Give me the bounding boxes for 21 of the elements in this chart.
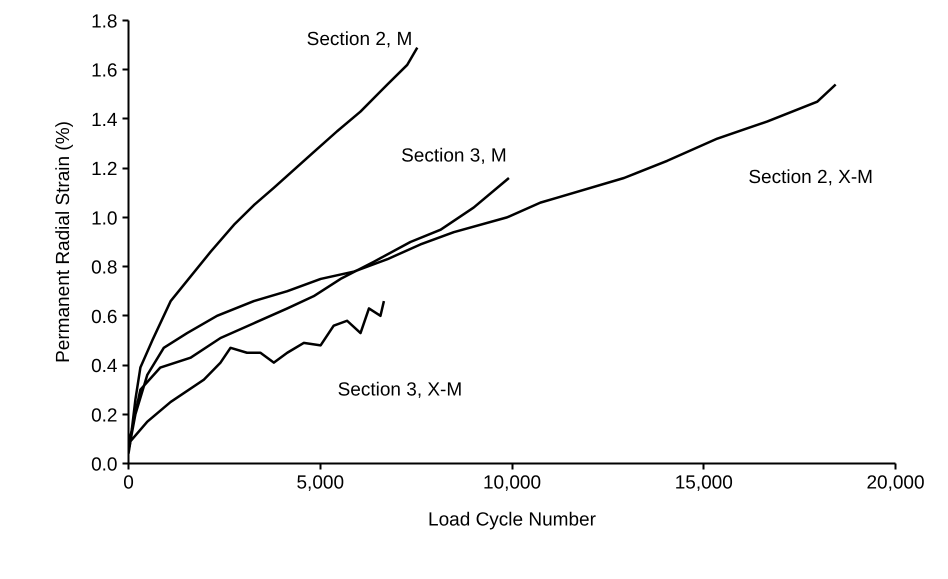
series-label: Section 2, X-M (748, 166, 873, 188)
y-tick-label: 1.8 (91, 12, 118, 32)
x-axis-title: Load Cycle Number (428, 510, 597, 530)
y-tick-label: 1.6 (91, 60, 118, 82)
x-tick-label: 0 (123, 472, 134, 494)
x-tick-label: 10,000 (482, 472, 542, 494)
y-tick-label: 0.0 (91, 454, 118, 476)
y-tick-label: 0.4 (91, 356, 118, 378)
x-tick-label: 20,000 (866, 472, 925, 494)
series-label: Section 3, M (401, 146, 507, 167)
y-tick-label: 0.8 (91, 258, 118, 279)
text: Section 3, X-M (338, 380, 462, 401)
x-tick-label: 5,000 (296, 472, 344, 494)
y-tick-label: 0.2 (91, 405, 118, 426)
y-tick-label: 1.2 (91, 159, 118, 180)
series-label: Section 2, M (306, 29, 412, 50)
y-tick-label: 1.4 (91, 110, 118, 131)
x-tick-label: 15,000 (674, 472, 733, 494)
y-tick-label: 1.0 (91, 208, 118, 230)
y-axis-title: Permanent Radial Strain (%) (53, 121, 74, 363)
y-tick-label: 0.6 (91, 306, 118, 328)
